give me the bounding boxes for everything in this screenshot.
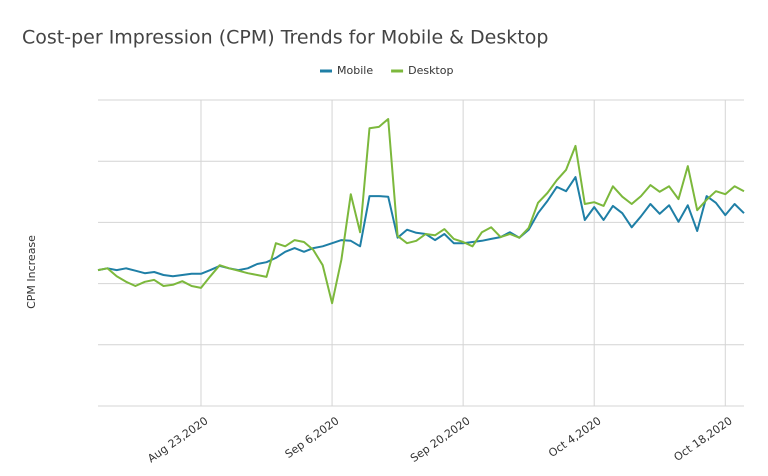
x-tick-label: Sep 20,2020 (408, 414, 473, 465)
legend-label: Mobile (337, 64, 373, 77)
series-line (97, 176, 745, 278)
y-axis-label: CPM Increase (25, 235, 38, 309)
legend-label: Desktop (408, 64, 453, 77)
x-tick-label: Oct 4,2020 (546, 414, 603, 460)
chart-title: Cost-per Impression (CPM) Trends for Mob… (22, 27, 548, 49)
x-tick-label: Oct 18,2020 (672, 414, 735, 464)
x-tick-label: Aug 23,2020 (145, 414, 210, 465)
x-tick-label: Sep 6,2020 (283, 414, 342, 461)
series-line (97, 118, 745, 305)
